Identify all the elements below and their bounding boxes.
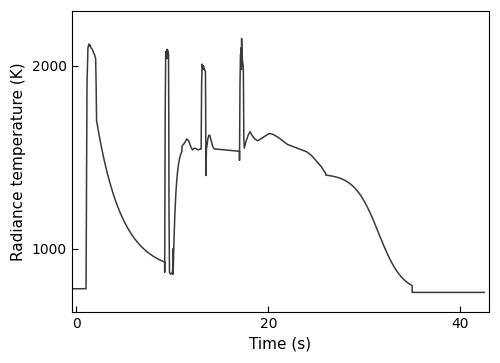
- Y-axis label: Radiance temperature (K): Radiance temperature (K): [11, 62, 26, 261]
- X-axis label: Time (s): Time (s): [249, 337, 312, 352]
